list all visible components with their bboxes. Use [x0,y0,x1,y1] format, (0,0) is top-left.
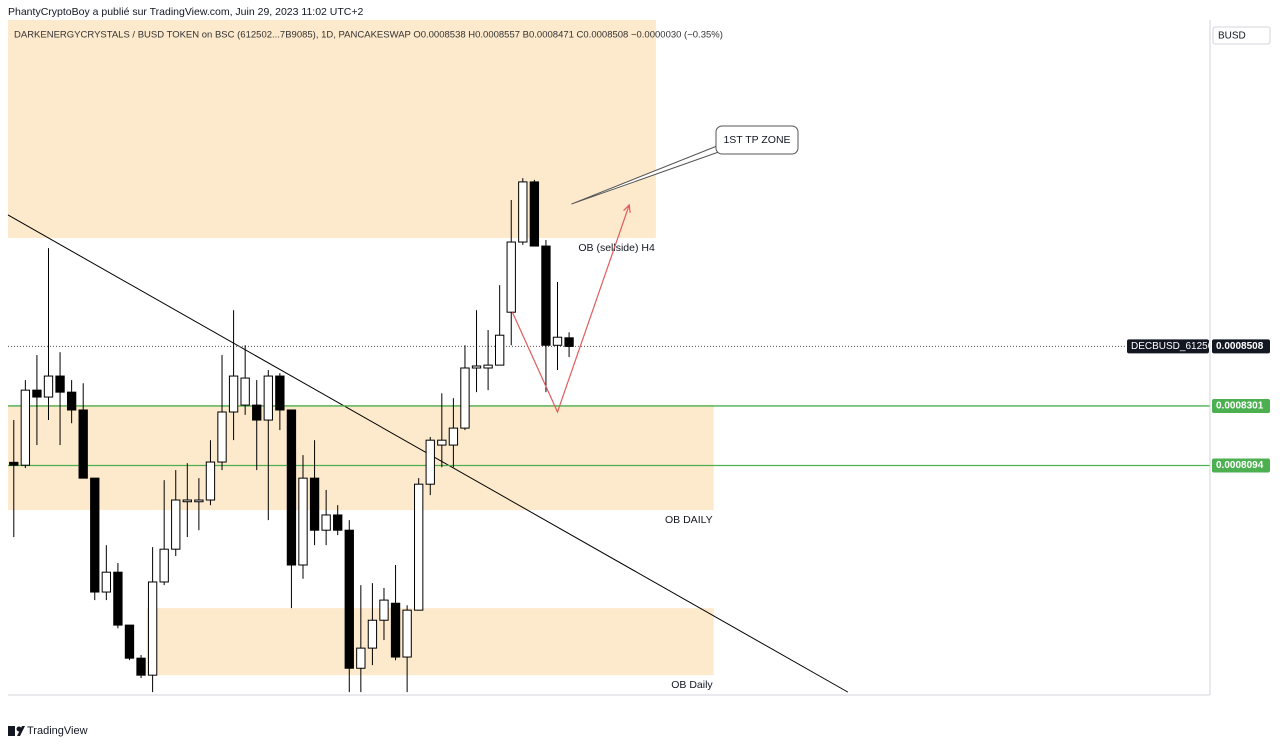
candle-body [171,499,181,550]
candle-body [309,477,320,531]
candle-body [448,427,459,446]
brand-logo [8,726,25,736]
candle-body [43,375,54,398]
candle-body [32,389,42,398]
currency-box [1212,26,1271,45]
level-tag [1212,458,1270,473]
candle-body [147,581,158,676]
zone [8,405,714,511]
candle-body [390,602,401,658]
candle-body [321,514,331,531]
candle-body [124,624,135,659]
candle-body [564,337,574,347]
candle-body [298,477,308,566]
candle-body [113,571,123,626]
candle-body [483,364,493,369]
candle-body [552,336,563,346]
candle-body [252,404,262,421]
candle-body [275,375,285,411]
candle-body [518,181,528,243]
candle-body [460,367,470,429]
legend-title: DARKENERGYCRYSTALS / BUSD TOKEN on BSC (… [14,30,723,41]
level-label: 0.0008301 [1216,401,1264,412]
last-name-tag [1127,339,1209,354]
candle-body [286,409,297,566]
candle-body [228,375,239,413]
candle-body [136,657,146,676]
candle-body [506,241,516,313]
zone [146,608,714,676]
arrow-path [511,204,630,414]
candle-body [495,334,505,366]
candle-body [159,548,169,583]
level-label: 0.0008094 [1216,460,1264,471]
last-price-tag [1212,339,1270,354]
candle-body [425,439,435,485]
candle-body [402,609,412,658]
candle-body [9,461,19,466]
candle-body [182,499,192,503]
candle-body [194,499,204,503]
candle-body [414,483,424,611]
candle-body [367,619,378,649]
level-tag [1212,398,1270,413]
candle-body [20,389,31,466]
last-price-label: 0.0008508 [1216,341,1264,352]
candle-body [240,377,250,406]
callout-box [715,125,799,155]
zone-label: OB DAILY [665,514,713,526]
brand: TradingView [27,725,88,737]
zone [8,20,656,239]
candle-body [529,181,540,247]
candle-body [101,571,111,593]
candle-body [78,409,88,479]
candle-body [379,599,389,621]
candle-body [263,375,273,421]
zone-label: OB (sellside) H4 [578,242,655,254]
candle-body [356,647,366,669]
candle-body [66,391,77,411]
candle-body [437,439,447,446]
publisher: PhantyCryptoBoy a publié sur TradingView… [8,6,364,18]
candle-body [205,461,216,501]
arrow-head [623,203,631,213]
last-name: DECBUSD_612502 [1131,341,1219,352]
candle-body [55,375,65,393]
candle-body [344,529,354,669]
callout-text: 1ST TP ZONE [723,134,790,146]
candle-body [333,514,343,531]
zone-label: OB Daily [671,679,713,691]
candle-body [541,245,551,346]
candle-body [217,411,227,463]
currency: BUSD [1218,31,1246,42]
callout-pointer [571,143,731,205]
candle-body [471,365,482,369]
candle-body [90,477,100,593]
